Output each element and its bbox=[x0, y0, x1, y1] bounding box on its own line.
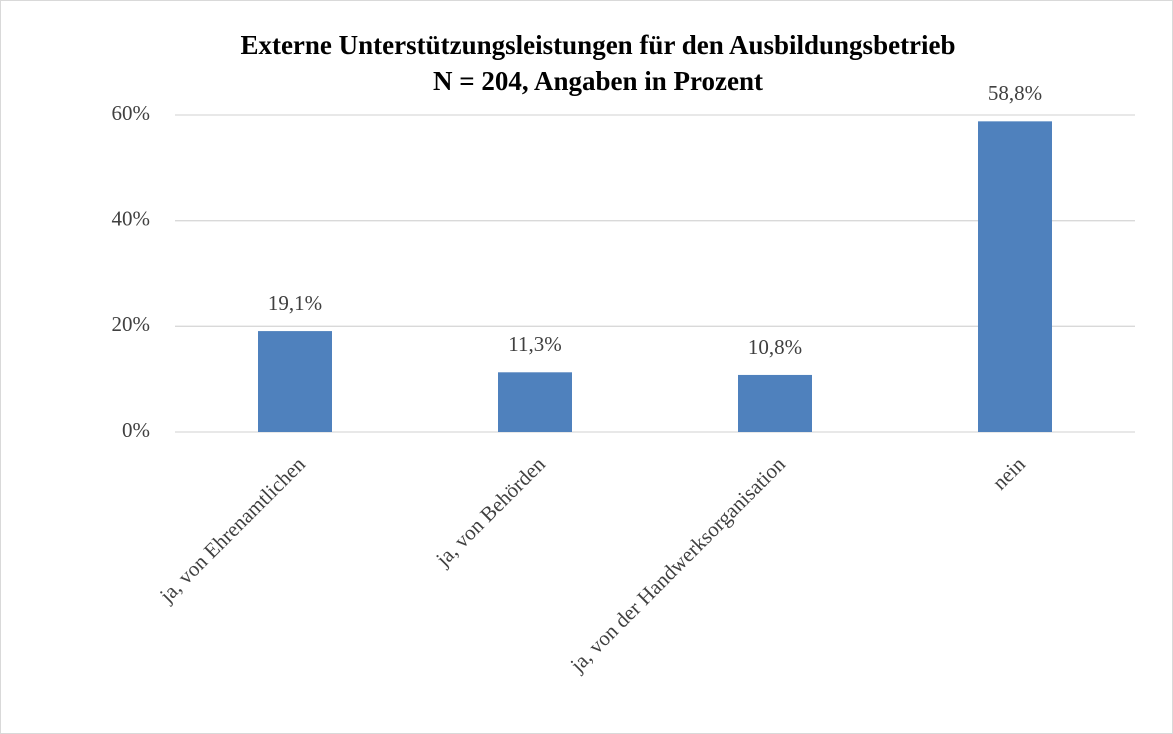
data-label: 10,8% bbox=[748, 335, 802, 359]
chart-subtitle: N = 204, Angaben in Prozent bbox=[433, 66, 763, 96]
bar bbox=[978, 121, 1052, 432]
y-tick-label: 40% bbox=[112, 206, 151, 230]
y-tick-label: 0% bbox=[122, 418, 150, 442]
bar bbox=[258, 331, 332, 432]
bar bbox=[498, 372, 572, 432]
chart-title: Externe Unterstützungsleistungen für den… bbox=[240, 30, 955, 60]
bar bbox=[738, 374, 812, 432]
y-tick-label: 60% bbox=[112, 101, 151, 125]
data-label: 19,1% bbox=[268, 291, 322, 315]
data-label: 11,3% bbox=[508, 332, 561, 356]
data-label: 58,8% bbox=[988, 81, 1042, 105]
y-tick-label: 20% bbox=[112, 312, 151, 336]
